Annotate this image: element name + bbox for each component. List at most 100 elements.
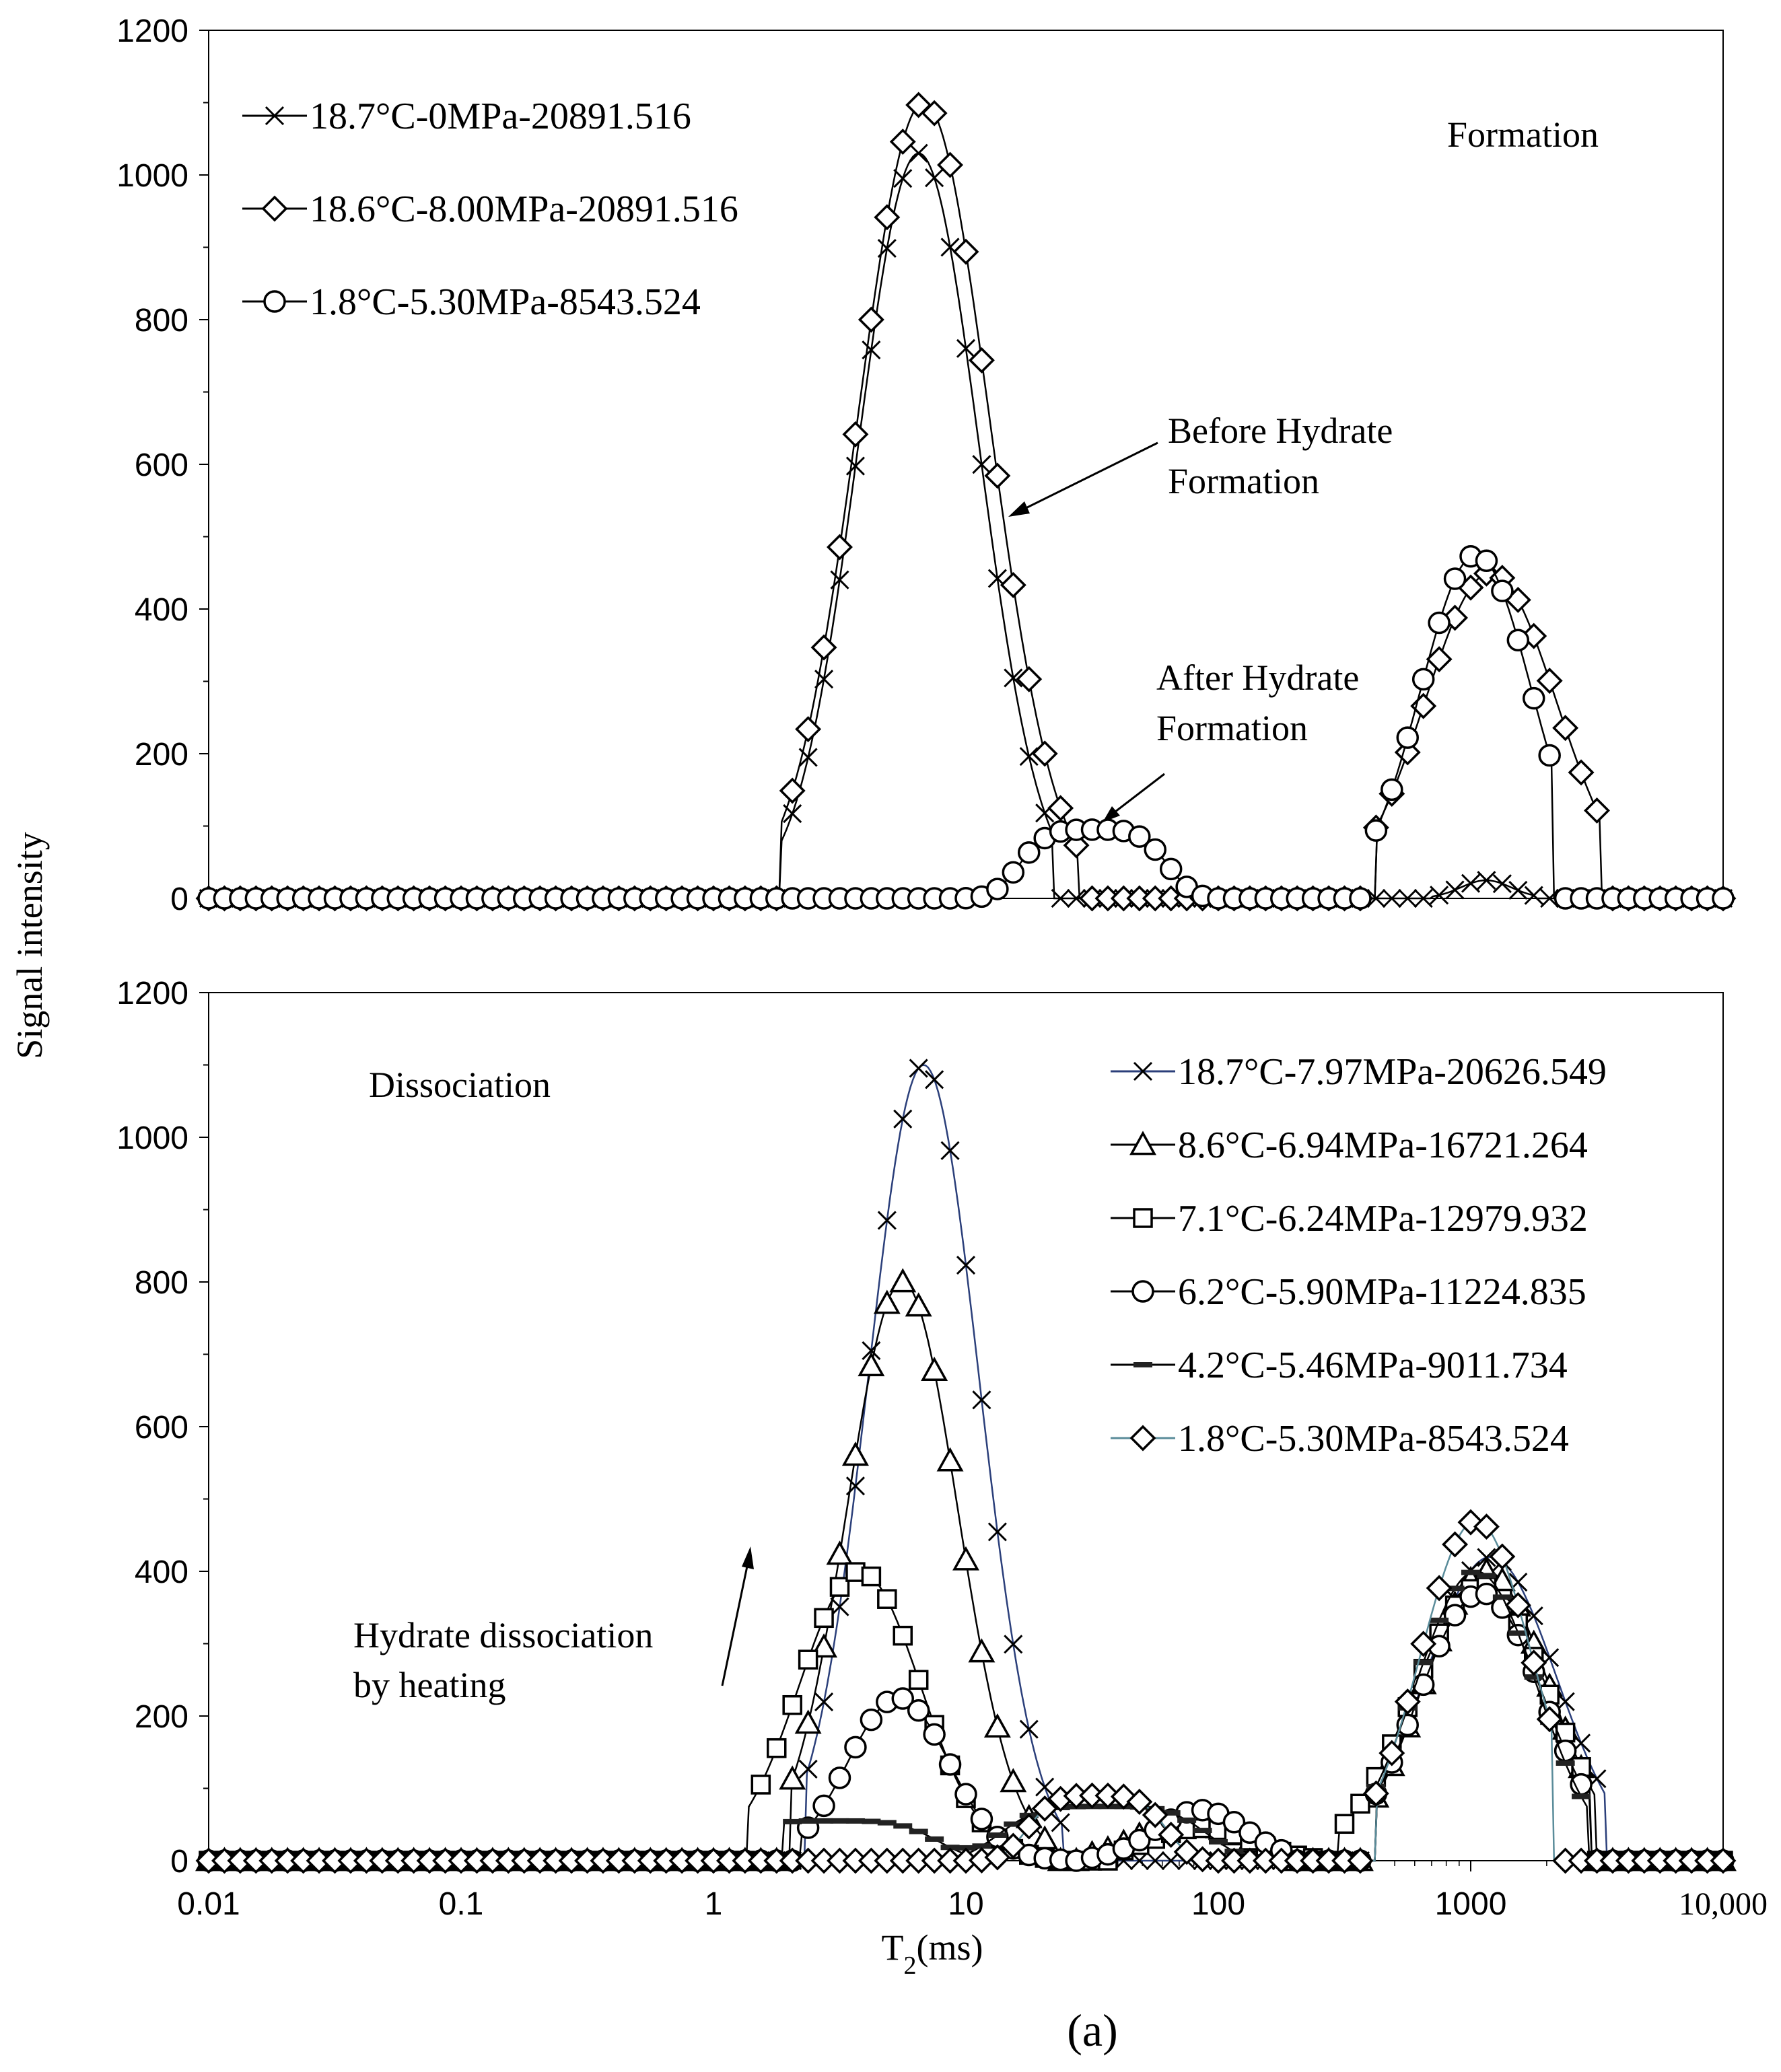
x-tick-label: 10,000 [1679,1886,1768,1922]
data-point-square [1555,1722,1576,1743]
legend-label: 1.8°C-5.30MPa-8543.524 [1178,1418,1569,1460]
legend-marker-diamond [1129,1425,1156,1452]
data-point-diamond [984,462,1011,489]
data-point-dash [1209,1838,1228,1845]
data-point-dash [1004,1821,1023,1827]
y-tick-label: 0 [170,882,188,917]
legend-item: 7.1°C-6.24MPa-12979.932 [1111,1198,1588,1240]
legend-item: 4.2°C-5.46MPa-9011.734 [1111,1345,1568,1386]
data-point-square [893,1625,913,1646]
data-point-circle [986,878,1009,900]
data-point-circle [1396,726,1419,749]
data-point-dash [830,1818,849,1824]
x-tick-label: 0.1 [439,1886,484,1922]
data-point-diamond [1489,1543,1516,1570]
legend-marker-x [265,106,285,126]
data-point-triangle [873,1289,901,1314]
data-point-square [1334,1814,1355,1834]
data-point-dash [1193,1828,1212,1834]
data-point-x [1035,1777,1055,1797]
data-point-diamond [858,306,884,333]
data-point-x [972,455,991,474]
data-point-triangle [936,1447,964,1472]
annotation-before-arrowhead [1008,501,1030,517]
data-point-circle [1238,1821,1261,1845]
data-point-circle [1381,778,1403,801]
legend-item: 8.6°C-6.94MPa-16721.264 [1111,1124,1588,1166]
data-point-triangle [858,1352,885,1377]
y-tick-label: 1200 [116,13,188,49]
data-point-triangle [921,1357,948,1381]
data-point-circle [1411,1673,1435,1696]
data-point-circle [1475,1582,1498,1606]
data-point-square [782,1694,802,1715]
data-point-x [1492,874,1512,894]
data-point-dash [1177,1817,1197,1823]
legend-marker-circle [1131,1280,1154,1303]
data-point-diamond [1000,571,1026,598]
data-point-x [925,168,944,188]
data-point-x [1004,668,1023,688]
annotation-dissociation-arrow [721,1559,750,1686]
data-point-diamond [1047,795,1074,822]
data-point-dash [814,1818,834,1824]
x-tick-label: 1000 [1435,1886,1507,1922]
y-tick-label: 200 [135,737,188,773]
data-point-diamond [952,238,979,265]
legend-item: 18.7°C-0MPa-20891.516 [242,96,691,137]
data-point-x [1430,886,1449,905]
data-point-dash [1492,1594,1512,1600]
x-tick-label: 1 [705,1886,723,1922]
data-point-x [1066,888,1086,908]
data-point-diamond [1016,666,1043,692]
data-point-circle [938,1753,962,1776]
data-point-dash [798,1818,818,1824]
y-tick-label: 400 [135,1555,188,1590]
y-tick-label: 200 [135,1699,188,1735]
data-point-triangle [841,1441,869,1466]
data-point-x [893,169,913,188]
data-point-diamond [1536,1706,1563,1733]
data-point-diamond [1536,668,1563,694]
data-point-dash [972,1843,991,1849]
data-point-triangle [1000,1768,1027,1793]
legend-item: 1.8°C-5.30MPa-8543.524 [1111,1418,1569,1460]
data-point-square [798,1649,818,1670]
data-point-x [1051,1813,1070,1832]
top-panel-title: Formation [1447,114,1599,155]
data-point-circle [1002,861,1025,884]
series-3 [197,544,1735,910]
data-point-square [829,1577,850,1597]
data-point-diamond [1521,1649,1547,1676]
data-point-diamond [1158,1822,1185,1849]
data-point-square [861,1566,882,1587]
data-point-square [814,1608,834,1629]
data-point-x [1508,880,1528,900]
data-point-diamond [1426,646,1453,673]
annotation-after-line1: After Hydrate [1156,657,1359,698]
data-point-x [862,1341,881,1361]
legend-label: 6.2°C-5.90MPa-11224.835 [1178,1271,1586,1313]
data-point-x [1461,873,1481,893]
annotation-before-line1: Before Hydrate [1168,410,1393,451]
data-point-x [862,341,881,360]
data-point-triangle [968,1638,996,1663]
data-point-x [1413,888,1433,908]
data-point-diamond [779,777,806,804]
data-point-triangle [826,1540,853,1565]
data-point-x [814,1692,834,1712]
data-point-circle [812,1794,835,1818]
x-axis-label: T2(ms) [882,1927,983,1980]
data-point-x [1051,888,1070,908]
data-point-dash [877,1820,897,1826]
y-tick-label: 1000 [116,1120,188,1156]
data-point-diamond [1504,1592,1531,1618]
data-point-diamond [1710,1847,1737,1874]
data-point-dash [862,1818,881,1824]
data-point-dash [1508,1630,1528,1636]
data-point-diamond [1378,1740,1405,1766]
data-point-dash [987,1832,1007,1838]
data-point-square [877,1589,897,1609]
y-tick-label: 400 [135,592,188,628]
